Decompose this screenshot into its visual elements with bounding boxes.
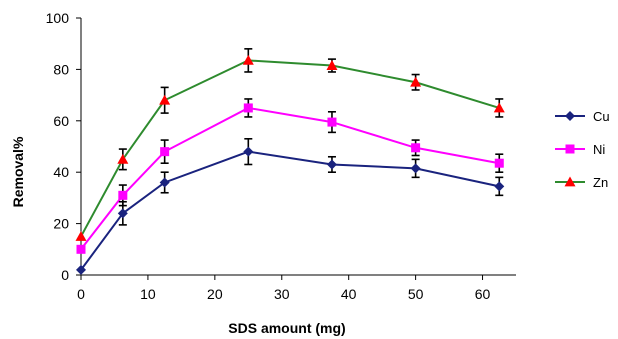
y-tick-label: 0	[61, 267, 69, 283]
x-tick-label: 50	[408, 286, 424, 302]
data-point	[75, 230, 87, 241]
series-ni	[76, 98, 504, 254]
x-tick-label: 60	[475, 286, 491, 302]
legend-item-ni: Ni	[555, 142, 605, 157]
legend: Cu Ni Zn	[555, 109, 610, 190]
data-point	[243, 103, 253, 113]
x-tick-label: 30	[274, 286, 290, 302]
x-tick-label: 0	[77, 286, 85, 302]
legend-marker	[565, 144, 575, 154]
series	[75, 48, 505, 275]
series-cu	[76, 137, 505, 275]
legend-label: Cu	[593, 109, 610, 124]
data-point	[117, 208, 128, 219]
x-axis-title: SDS amount (mg)	[228, 320, 345, 336]
data-point	[159, 177, 170, 188]
legend-item-cu: Cu	[555, 109, 610, 124]
data-point	[327, 117, 337, 127]
data-point	[76, 264, 86, 275]
x-tick-label: 40	[341, 286, 357, 302]
x-tick-label: 10	[140, 286, 156, 302]
data-point	[494, 181, 505, 192]
y-tick-label: 100	[46, 10, 70, 26]
data-point	[410, 76, 422, 87]
x-tick-label: 20	[207, 286, 223, 302]
y-tick-label: 40	[53, 164, 69, 180]
data-point	[494, 158, 504, 168]
data-point	[160, 147, 170, 157]
series-line-cu	[80, 150, 500, 271]
data-point	[118, 190, 128, 200]
y-tick-label: 80	[53, 61, 69, 77]
y-axis-title: Removal%	[10, 136, 26, 207]
series-line-zn	[80, 59, 500, 237]
data-point	[410, 163, 421, 174]
data-point	[493, 102, 505, 113]
data-point	[326, 159, 337, 170]
legend-label: Ni	[593, 142, 605, 157]
series-zn	[75, 48, 505, 241]
ticks: 0 20 40 60 80 100 0 10 20 30 40 50 60	[46, 10, 491, 302]
data-point	[242, 54, 254, 65]
axes	[80, 18, 516, 276]
data-point	[326, 60, 338, 70]
data-point	[411, 143, 421, 153]
y-tick-label: 60	[53, 113, 69, 129]
data-point	[159, 94, 171, 105]
data-point	[76, 244, 86, 254]
data-point	[117, 153, 129, 164]
legend-marker	[564, 176, 576, 187]
legend-label: Zn	[593, 175, 608, 190]
legend-item-zn: Zn	[555, 175, 608, 190]
data-point	[243, 146, 254, 157]
y-tick-label: 20	[53, 216, 69, 232]
legend-marker	[565, 111, 575, 121]
